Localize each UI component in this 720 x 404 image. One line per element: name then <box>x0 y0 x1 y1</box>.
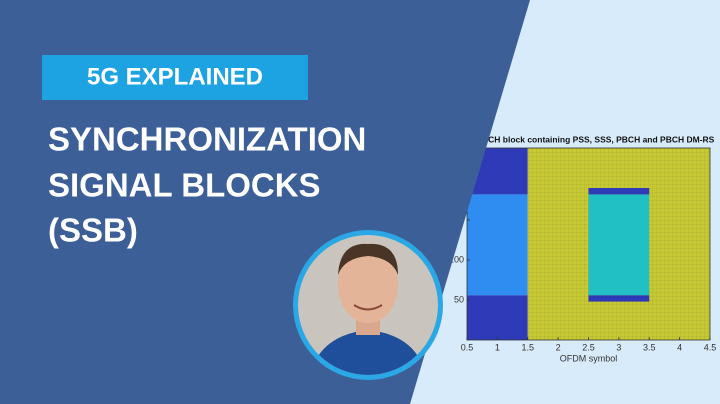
chart: SS/PBCH block containing PSS, SSS, PBCH … <box>440 134 716 363</box>
chart-title: SS/PBCH block containing PSS, SSS, PBCH … <box>463 134 715 144</box>
x-tick-label: 3 <box>616 342 621 352</box>
block <box>467 194 528 296</box>
x-tick-label: 1.5 <box>521 342 534 352</box>
title-line: SIGNAL BLOCKS <box>48 167 321 204</box>
y-tick-label: 50 <box>454 294 464 304</box>
banner-box <box>42 55 308 100</box>
title-line: SYNCHRONIZATION <box>48 121 366 158</box>
banner-text: 5G EXPLAINED <box>87 63 263 90</box>
y-tick-label: 100 <box>449 254 464 264</box>
x-tick-label: 0.5 <box>461 342 474 352</box>
block <box>588 295 650 302</box>
block <box>467 295 528 340</box>
block <box>588 194 650 296</box>
portrait <box>293 230 443 380</box>
x-axis-label: OFDM symbol <box>560 353 618 363</box>
x-tick-label: 1 <box>495 342 500 352</box>
x-tick-label: 2.5 <box>582 342 595 352</box>
x-tick-label: 4 <box>677 342 682 352</box>
x-tick-label: 3.5 <box>643 342 656 352</box>
block <box>588 188 650 195</box>
x-tick-label: 2 <box>556 342 561 352</box>
title-line: (SSB) <box>48 212 138 249</box>
x-tick-label: 4.5 <box>704 342 717 352</box>
